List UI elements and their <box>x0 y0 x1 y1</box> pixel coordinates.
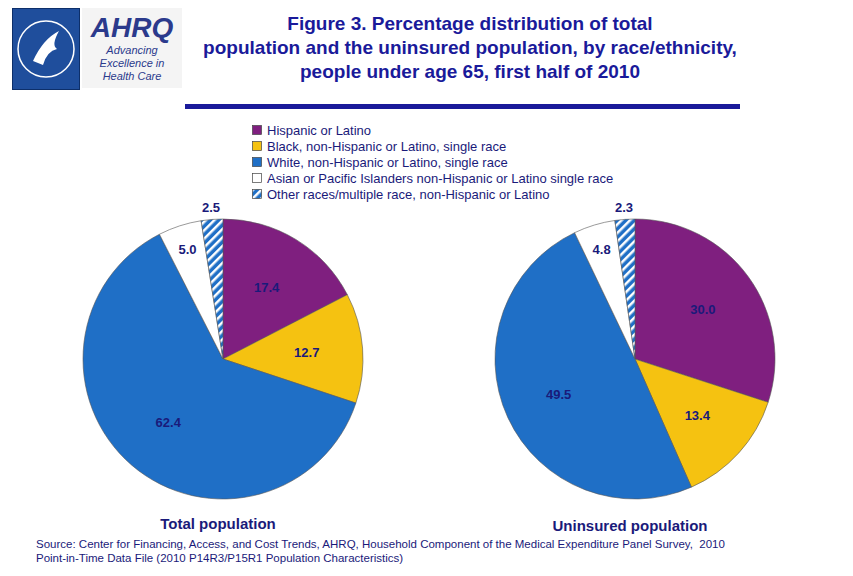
html-text:Health Care: Health Care <box>102 70 162 82</box>
html-text:Black, non-Hispanic or Latino,: Black, non-Hispanic or Latino, single ra… <box>267 138 507 154</box>
html-text:Hispanic or Latino: Hispanic or Latino <box>267 122 372 138</box>
svg-text:30.0: 30.0 <box>690 302 715 317</box>
html-text:White, non-Hispanic or Latino,: White, non-Hispanic or Latino, single ra… <box>267 154 508 170</box>
html-text:Uninsured population: Uninsured population <box>552 517 708 534</box>
html-text:people under age 65, first hal: people under age 65, first half of 2010 <box>300 61 640 82</box>
html-text:Point-in-Time Data File (2010: Point-in-Time Data File (2010 P14R3/P15R… <box>36 552 404 564</box>
svg-text:13.4: 13.4 <box>685 408 711 423</box>
html-text:Figure 3. Percentage distribut: Figure 3. Percentage distribution of tot… <box>287 13 653 34</box>
html-text:Asian or Pacific Islanders non: Asian or Pacific Islanders non-Hispanic … <box>267 170 614 186</box>
svg-text:62.4: 62.4 <box>156 415 182 430</box>
html-text:Other races/multiple race, non: Other races/multiple race, non-Hispanic … <box>267 186 550 202</box>
html-text:Advancing: Advancing <box>106 44 158 56</box>
html-text:Source: Center for Financing,: Source: Center for Financing, Access, an… <box>36 538 725 550</box>
svg-text:17.4: 17.4 <box>254 280 280 295</box>
html-text:population and the uninsured p: population and the uninsured population,… <box>203 37 737 58</box>
html-text:AHRQ: AHRQ <box>90 12 174 43</box>
svg-text:2.3: 2.3 <box>615 200 633 215</box>
svg-text:4.8: 4.8 <box>593 242 611 257</box>
html-text:Excellence in: Excellence in <box>99 57 165 69</box>
svg-text:49.5: 49.5 <box>546 387 571 402</box>
html-text:Total population: Total population <box>160 515 276 532</box>
svg-text:2.5: 2.5 <box>202 200 220 215</box>
svg-text:5.0: 5.0 <box>178 242 196 257</box>
svg-text:12.7: 12.7 <box>294 345 319 360</box>
